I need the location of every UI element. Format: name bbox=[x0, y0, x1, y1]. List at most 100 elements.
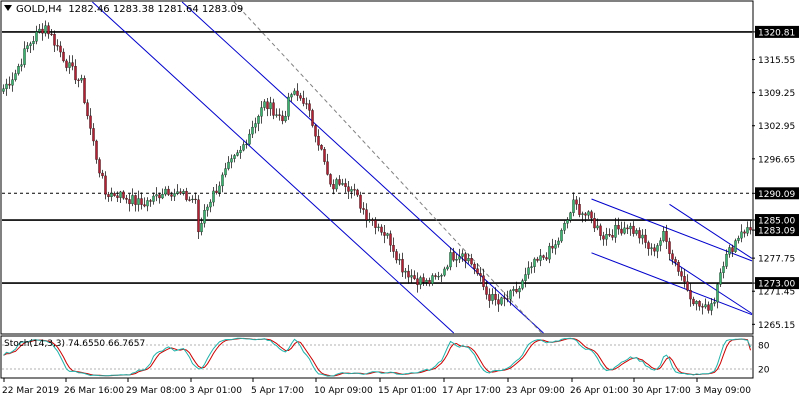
candle-body bbox=[494, 294, 497, 300]
price-tick-label: 1277.75 bbox=[758, 255, 795, 265]
candle-body bbox=[11, 79, 14, 86]
candle-body bbox=[623, 227, 626, 234]
time-tick-label: 26 Apr 01:00 bbox=[570, 386, 629, 396]
candle-body bbox=[89, 115, 92, 129]
time-tick-label: 26 Mar 16:00 bbox=[64, 386, 124, 396]
candle-body bbox=[614, 225, 617, 238]
candle-body bbox=[272, 102, 275, 116]
candle-body bbox=[578, 204, 581, 215]
candle-body bbox=[275, 114, 278, 116]
candle-body bbox=[500, 297, 503, 305]
time-tick-label: 15 Apr 01:00 bbox=[378, 386, 437, 396]
candle-body bbox=[539, 255, 542, 261]
candle-body bbox=[32, 41, 35, 44]
candle-body bbox=[65, 60, 68, 68]
candle-body bbox=[296, 90, 299, 96]
candle-body bbox=[599, 225, 602, 236]
candle-body bbox=[740, 231, 743, 239]
candle-body bbox=[140, 198, 143, 205]
price-label-box bbox=[755, 277, 799, 290]
time-tick-label: 3 May 09:00 bbox=[695, 386, 751, 396]
candle-body bbox=[17, 66, 20, 74]
candle-body bbox=[746, 227, 749, 234]
candle-body bbox=[143, 204, 146, 207]
candle-body bbox=[641, 234, 644, 239]
candle-body bbox=[545, 257, 548, 260]
candle-body bbox=[86, 102, 89, 117]
candle-body bbox=[239, 149, 242, 153]
candle-body bbox=[233, 155, 236, 159]
candle-body bbox=[542, 255, 545, 258]
candle-body bbox=[392, 245, 395, 252]
candle-body bbox=[497, 299, 500, 305]
candle-body bbox=[230, 158, 233, 163]
candle-body bbox=[476, 268, 479, 274]
candle-body bbox=[659, 240, 662, 246]
candle-body bbox=[668, 241, 671, 254]
candle-body bbox=[647, 242, 650, 249]
dropdown-triangle-icon[interactable] bbox=[4, 5, 12, 11]
candle-body bbox=[701, 306, 704, 308]
candle-body bbox=[665, 231, 668, 242]
candle-body bbox=[698, 301, 701, 307]
candle-body bbox=[449, 252, 452, 268]
candle-body bbox=[626, 227, 629, 230]
candle-body bbox=[335, 179, 338, 190]
candle-body bbox=[401, 259, 404, 273]
candle-body bbox=[551, 245, 554, 249]
candle-body bbox=[356, 189, 359, 196]
candle-body bbox=[404, 270, 407, 273]
candle-body bbox=[284, 116, 287, 122]
candle-body bbox=[293, 90, 296, 95]
time-axis: 22 Mar 2019 26 Mar 16:00 29 Mar 08:00 3 Apr… bbox=[2, 378, 751, 396]
candle-body bbox=[185, 190, 188, 200]
candle-body bbox=[689, 290, 692, 300]
candle-body bbox=[383, 232, 386, 236]
candle-body bbox=[674, 259, 677, 263]
candle-body bbox=[362, 208, 365, 210]
candle-body bbox=[131, 195, 134, 205]
candle-body bbox=[191, 198, 194, 201]
candle-body bbox=[113, 193, 116, 196]
candle-body bbox=[308, 103, 311, 111]
candle-body bbox=[206, 206, 209, 211]
chart-header: GOLD,H4 1282.46 1283.38 1281.64 1283.09 bbox=[4, 4, 243, 15]
candle-body bbox=[320, 145, 323, 150]
candle-body bbox=[380, 226, 383, 233]
candle-body bbox=[371, 219, 374, 221]
price-label-box bbox=[755, 224, 799, 237]
candle-body bbox=[374, 220, 377, 228]
candle-body bbox=[62, 51, 65, 62]
candle-body bbox=[398, 259, 401, 261]
candle-body bbox=[446, 266, 449, 270]
candle-body bbox=[734, 240, 737, 252]
candle-body bbox=[209, 201, 212, 208]
candle-body bbox=[161, 194, 164, 199]
candle-body bbox=[719, 272, 722, 285]
candle-body bbox=[326, 161, 329, 175]
candle-body bbox=[116, 195, 119, 198]
channel-line bbox=[92, 1, 455, 334]
candle-body bbox=[749, 227, 752, 231]
price-tick-label: 1290.09 bbox=[758, 190, 795, 200]
candle-body bbox=[410, 275, 413, 278]
candle-body bbox=[506, 298, 509, 300]
candle-body bbox=[605, 234, 608, 240]
time-tick-label: 22 Mar 2019 bbox=[2, 386, 59, 396]
candle-body bbox=[218, 185, 221, 193]
candle-body bbox=[731, 247, 734, 252]
candle-body bbox=[422, 277, 425, 283]
candle-body bbox=[716, 284, 719, 303]
candle-body bbox=[713, 301, 716, 304]
candle-body bbox=[107, 194, 110, 198]
candle-body bbox=[617, 225, 620, 230]
candle-body bbox=[710, 303, 713, 311]
candle-body bbox=[518, 288, 521, 293]
candle-body bbox=[5, 83, 8, 89]
candle-body bbox=[554, 244, 557, 249]
candle-body bbox=[305, 103, 308, 105]
candle-body bbox=[395, 251, 398, 261]
candle-body bbox=[344, 183, 347, 187]
candle-body bbox=[509, 290, 512, 300]
stoch-level-label: 80 bbox=[758, 342, 770, 352]
